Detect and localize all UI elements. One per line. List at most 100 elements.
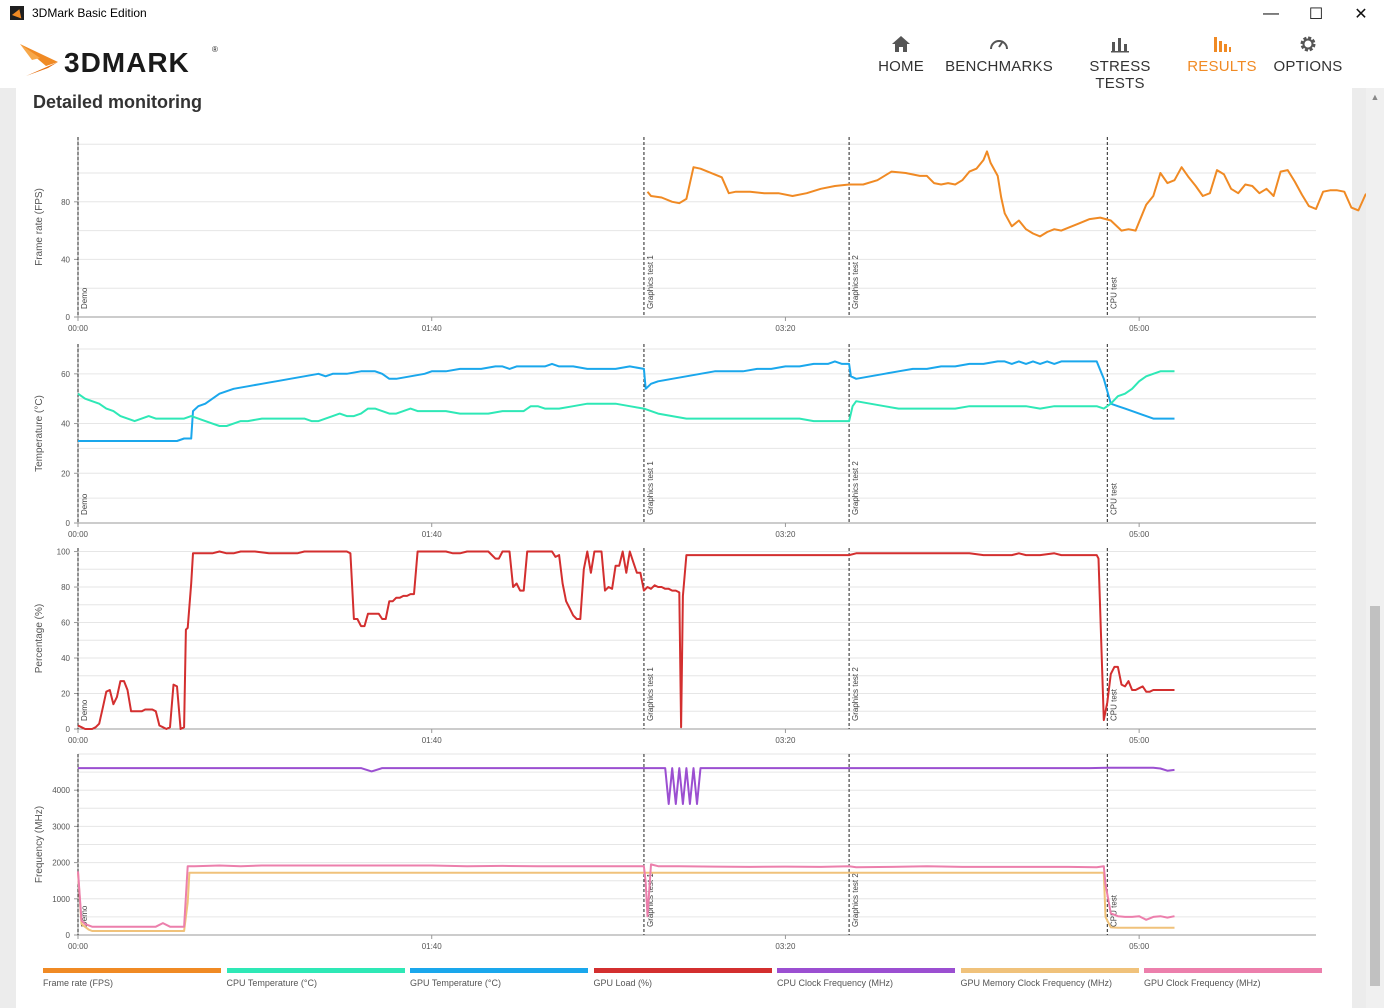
bar-chart-icon (1111, 38, 1129, 53)
y-tick-label: 20 (61, 690, 70, 699)
y-tick-label: 2000 (52, 859, 70, 868)
y-tick-label: 40 (61, 255, 70, 264)
minimize-button[interactable]: — (1263, 5, 1279, 22)
series-gpu_load (77, 550, 1175, 730)
series-cpu_temp (77, 370, 1175, 427)
y-tick-label: 0 (66, 313, 71, 322)
x-tick-label: 05:00 (1129, 530, 1150, 539)
y-tick-label: 80 (61, 583, 70, 592)
legend-item-gpu_temp[interactable]: GPU Temperature (°C) (410, 968, 588, 988)
legend-item-gpu_clock[interactable]: GPU Clock Frequency (MHz) (1144, 968, 1322, 988)
test-marker-label: Demo (80, 699, 89, 721)
x-tick-label: 00:00 (68, 736, 89, 745)
y-axis-label: Frequency (MHz) (34, 806, 45, 883)
legend-label: CPU Temperature (°C) (226, 978, 317, 988)
test-marker-label: CPU test (1109, 894, 1118, 927)
page-title: Detailed monitoring (33, 92, 203, 112)
legend-item-cpu_temp[interactable]: CPU Temperature (°C) (226, 968, 405, 988)
y-tick-label: 40 (61, 420, 70, 429)
results-chart-icon (1214, 37, 1231, 52)
scroll-up-arrow-icon[interactable]: ▲ (1370, 92, 1380, 102)
nav-options-label: OPTIONS (1273, 58, 1343, 75)
y-tick-label: 0 (66, 725, 71, 734)
y-tick-label: 100 (57, 548, 71, 557)
legend-swatch (960, 968, 1139, 973)
x-tick-label: 00:00 (68, 324, 89, 333)
legend-item-cpu_clock[interactable]: CPU Clock Frequency (MHz) (777, 968, 955, 988)
y-axis-label: Temperature (°C) (34, 395, 45, 472)
app-header: 3DMARK ® HOME BENCHMARKS STRESS TESTS (0, 28, 1384, 92)
app-icon (10, 6, 24, 20)
legend-label: Frame rate (FPS) (43, 978, 114, 988)
results-content (16, 88, 1352, 1008)
legend-label: GPU Load (%) (593, 978, 653, 988)
x-tick-label: 03:20 (775, 942, 796, 951)
legend-swatch (593, 968, 772, 973)
test-marker-label: Demo (80, 905, 89, 927)
logo-flame-icon (20, 44, 58, 76)
nav-home[interactable]: HOME (872, 34, 930, 84)
y-tick-label: 0 (66, 519, 71, 528)
test-marker-label: Demo (80, 287, 89, 309)
test-marker-label: Graphics test 1 (646, 873, 655, 927)
nav-options[interactable]: OPTIONS (1272, 34, 1344, 84)
x-tick-label: 05:00 (1129, 736, 1150, 745)
y-tick-label: 20 (61, 469, 70, 478)
test-marker-label: Graphics test 2 (851, 873, 860, 927)
x-tick-label: 01:40 (422, 530, 443, 539)
test-marker-label: Graphics test 2 (851, 667, 860, 721)
window-title: 3DMark Basic Edition (32, 6, 147, 20)
y-tick-label: 40 (61, 654, 70, 663)
gear-icon (1300, 36, 1316, 52)
x-tick-label: 03:20 (775, 736, 796, 745)
legend-swatch (410, 968, 588, 973)
nav-benchmarks[interactable]: BENCHMARKS (944, 34, 1054, 84)
x-tick-label: 05:00 (1129, 942, 1150, 951)
test-marker-label: Graphics test 1 (646, 255, 655, 309)
series-fps (646, 150, 1366, 238)
y-axis-label: Frame rate (FPS) (34, 188, 45, 266)
y-tick-label: 80 (61, 198, 70, 207)
nav-benchmarks-label: BENCHMARKS (945, 58, 1053, 75)
legend-item-gpu_mem_clock[interactable]: GPU Memory Clock Frequency (MHz) (960, 968, 1139, 988)
nav-results-label: RESULTS (1187, 58, 1257, 75)
test-marker-label: CPU test (1109, 482, 1118, 515)
test-marker-label: Graphics test 2 (851, 255, 860, 309)
x-tick-label: 00:00 (68, 942, 89, 951)
close-button[interactable]: ✕ (1354, 6, 1368, 23)
y-tick-label: 0 (66, 931, 71, 940)
x-tick-label: 03:20 (775, 530, 796, 539)
x-tick-label: 05:00 (1129, 324, 1150, 333)
legend-item-gpu_load[interactable]: GPU Load (%) (593, 968, 772, 988)
legend-item-fps[interactable]: Frame rate (FPS) (43, 968, 221, 988)
chart-legend: Frame rate (FPS) CPU Temperature (°C) GPU … (43, 968, 1326, 998)
x-tick-label: 01:40 (422, 736, 443, 745)
nav-home-label: HOME (878, 58, 924, 75)
nav-results[interactable]: RESULTS (1186, 34, 1258, 84)
maximize-button[interactable]: ☐ (1308, 6, 1324, 23)
series-gpu_mem_clock (77, 871, 1175, 932)
test-marker-label: Graphics test 1 (646, 667, 655, 721)
series-gpu_temp (78, 360, 1175, 442)
series-gpu_clock (77, 863, 1175, 928)
x-tick-label: 03:20 (775, 324, 796, 333)
content-right-gutter (1352, 88, 1366, 1008)
legend-swatch (226, 968, 405, 973)
vertical-scrollbar[interactable]: ▲ (1366, 88, 1384, 1008)
3dmark-logo[interactable]: 3DMARK ® (18, 36, 228, 82)
test-marker-label: Graphics test 2 (851, 461, 860, 515)
speedometer-icon (990, 40, 1008, 50)
home-icon (892, 36, 910, 52)
test-marker-label: CPU test (1109, 688, 1118, 721)
y-tick-label: 1000 (52, 895, 70, 904)
test-marker-label: Graphics test 1 (646, 461, 655, 515)
legend-swatch (43, 968, 221, 973)
legend-label: CPU Clock Frequency (MHz) (777, 978, 894, 988)
legend-swatch (1144, 968, 1322, 973)
monitoring-charts: 0 40 80 00:00 01:40 03:20 05:00 Frame rate (FPS… (34, 137, 1366, 951)
series-cpu_clock (78, 766, 1175, 805)
y-tick-label: 3000 (52, 822, 70, 831)
scrollbar-thumb[interactable] (1370, 606, 1380, 986)
nav-stress-tests[interactable]: STRESS TESTS (1068, 34, 1172, 92)
y-axis-label: Percentage (%) (34, 604, 45, 673)
